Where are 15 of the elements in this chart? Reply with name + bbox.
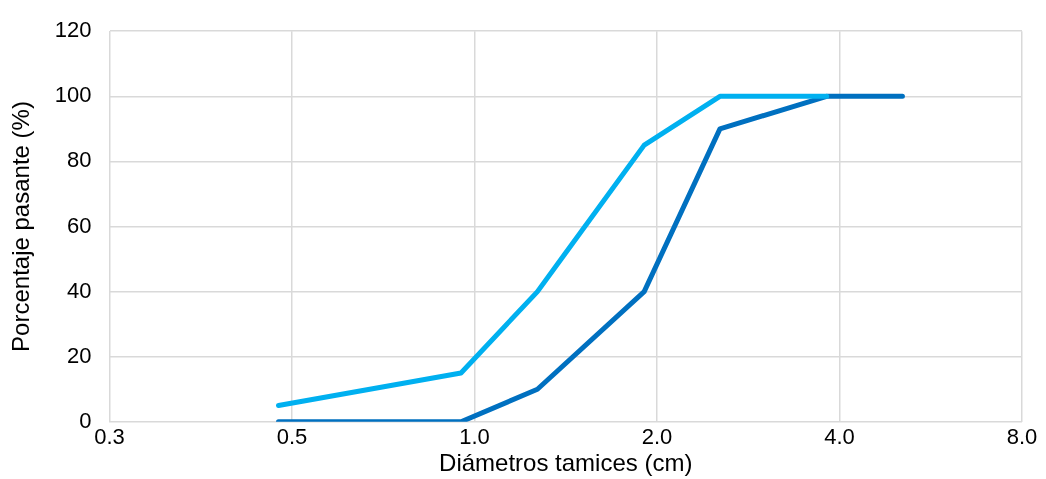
- y-tick-label: 40: [67, 277, 92, 303]
- x-tick-label: 8.0: [1006, 424, 1038, 450]
- y-tick-label: 0: [79, 407, 92, 433]
- x-axis-title: Diámetros tamices (cm): [439, 449, 693, 477]
- x-tick-label: 0.3: [94, 424, 125, 450]
- x-tick-label: 2.0: [641, 424, 673, 450]
- y-tick-label: 60: [67, 212, 92, 238]
- y-tick-label: 120: [54, 17, 92, 43]
- x-tick-label: 1.0: [459, 424, 490, 450]
- y-axis-title: Porcentaje pasante (%): [7, 101, 35, 352]
- y-tick-label: 20: [67, 342, 92, 368]
- x-tick-label: 4.0: [824, 424, 855, 450]
- y-tick-label: 80: [67, 147, 92, 173]
- y-tick-label: 100: [54, 82, 92, 108]
- x-tick-label: 0.5: [276, 424, 308, 450]
